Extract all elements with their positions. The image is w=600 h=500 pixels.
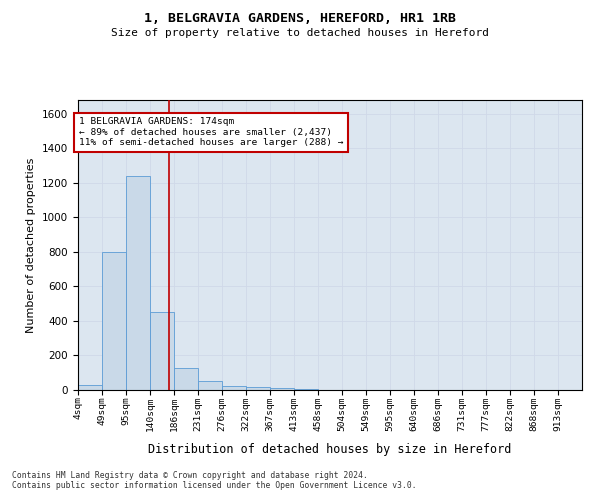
Bar — [174, 368, 198, 390]
Text: 1, BELGRAVIA GARDENS, HEREFORD, HR1 1RB: 1, BELGRAVIA GARDENS, HEREFORD, HR1 1RB — [144, 12, 456, 26]
Text: 1 BELGRAVIA GARDENS: 174sqm
← 89% of detached houses are smaller (2,437)
11% of : 1 BELGRAVIA GARDENS: 174sqm ← 89% of det… — [79, 118, 344, 147]
Bar — [246, 388, 270, 390]
Bar — [78, 385, 102, 390]
Text: Contains public sector information licensed under the Open Government Licence v3: Contains public sector information licen… — [12, 480, 416, 490]
Y-axis label: Number of detached properties: Number of detached properties — [26, 158, 37, 332]
Bar — [102, 252, 126, 390]
Bar — [198, 380, 222, 390]
Bar — [270, 388, 294, 390]
Bar — [294, 389, 318, 390]
Text: Size of property relative to detached houses in Hereford: Size of property relative to detached ho… — [111, 28, 489, 38]
Text: Distribution of detached houses by size in Hereford: Distribution of detached houses by size … — [148, 442, 512, 456]
Bar — [126, 176, 150, 390]
Bar — [222, 386, 246, 390]
Text: Contains HM Land Registry data © Crown copyright and database right 2024.: Contains HM Land Registry data © Crown c… — [12, 470, 368, 480]
Bar — [150, 312, 174, 390]
